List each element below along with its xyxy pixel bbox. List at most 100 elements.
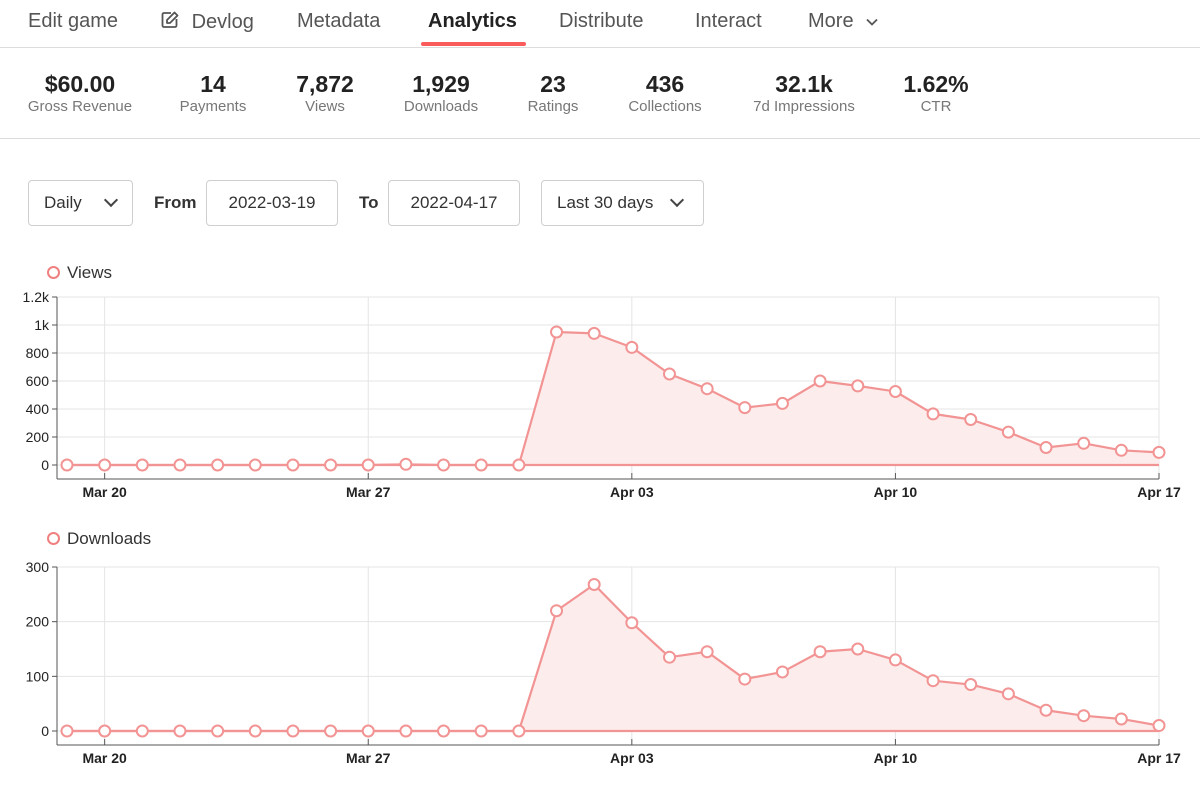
stat-label: Downloads <box>403 98 479 115</box>
stat-impressions[interactable]: 32.1k 7d Impressions <box>753 70 855 116</box>
from-label: From <box>154 193 197 212</box>
data-point <box>1001 425 1015 439</box>
legend-label: Views <box>67 263 113 282</box>
data-point <box>437 458 451 472</box>
tab-metadata[interactable]: Metadata <box>297 10 380 48</box>
series-area <box>67 584 1159 731</box>
stat-ratings[interactable]: 23 Ratings <box>528 70 579 116</box>
y-tick-label: 0 <box>41 723 49 739</box>
stat-value: 14 <box>200 71 226 97</box>
data-point <box>813 645 827 659</box>
views-chart: 0 200 400 600 800 1k 1.2k Mar 20 Mar 27 Apr 03 Apr… <box>23 289 1181 500</box>
tab-label: More <box>808 10 854 32</box>
to-date-input[interactable]: 2022-04-17 <box>388 180 520 226</box>
tab-label: Metadata <box>297 10 381 32</box>
data-point <box>1039 441 1053 454</box>
data-point <box>1152 445 1166 459</box>
data-point <box>550 604 564 618</box>
data-point <box>851 642 865 656</box>
stat-gross-revenue[interactable]: $60.00 Gross Revenue <box>28 70 132 116</box>
interval-value: Daily <box>44 193 82 212</box>
views-legend: Views <box>47 263 112 283</box>
tab-edit-game[interactable]: Edit game <box>28 10 118 48</box>
data-point <box>324 458 338 472</box>
data-point <box>926 674 940 688</box>
data-point <box>98 724 112 738</box>
stat-views[interactable]: 7,872 Views <box>296 70 354 116</box>
downloads-legend: Downloads <box>47 529 151 549</box>
data-point <box>135 724 149 738</box>
data-point <box>851 379 865 393</box>
y-tick-label: 0 <box>41 457 49 473</box>
tab-interact[interactable]: Interact <box>695 10 762 48</box>
to-date-value: 2022-04-17 <box>410 193 498 212</box>
tab-distribute[interactable]: Distribute <box>559 10 643 48</box>
stat-value: $60.00 <box>44 71 116 97</box>
y-tick-label: 1.2k <box>23 289 50 305</box>
from-date-input[interactable]: 2022-03-19 <box>206 180 338 226</box>
data-point <box>662 650 676 664</box>
chevron-down-icon <box>865 10 879 32</box>
y-tick-label: 1k <box>34 317 50 333</box>
data-point <box>587 577 601 591</box>
series-area <box>67 332 1159 465</box>
data-point <box>248 724 262 738</box>
stat-payments[interactable]: 14 Payments <box>180 70 247 116</box>
data-point <box>60 724 74 738</box>
data-point <box>361 724 375 738</box>
data-point <box>399 724 413 738</box>
data-point <box>474 458 488 472</box>
data-point <box>1114 443 1128 457</box>
data-point <box>662 367 676 381</box>
y-tick-label: 800 <box>26 345 50 361</box>
x-tick-label: Apr 03 <box>610 484 654 500</box>
interval-select[interactable]: Daily <box>28 180 133 226</box>
data-point <box>550 325 564 339</box>
tab-more[interactable]: More <box>808 10 879 48</box>
x-tick-label: Apr 17 <box>1137 484 1181 500</box>
to-label: To <box>359 193 379 212</box>
y-tick-label: 300 <box>26 559 50 575</box>
data-point <box>361 458 375 472</box>
data-point <box>248 458 262 472</box>
data-point <box>474 724 488 738</box>
stat-collections[interactable]: 436 Collections <box>628 70 701 116</box>
stat-label: Gross Revenue <box>27 98 133 115</box>
data-point <box>775 665 789 679</box>
stat-label: Ratings <box>527 98 579 115</box>
stat-label: Payments <box>179 98 247 115</box>
range-select[interactable]: Last 30 days <box>541 180 704 226</box>
active-tab-indicator <box>421 42 526 46</box>
data-point <box>888 385 902 398</box>
tab-devlog[interactable]: Devlog <box>160 10 254 48</box>
tab-analytics[interactable]: Analytics <box>428 10 517 48</box>
stat-ctr[interactable]: 1.62% CTR <box>903 70 968 116</box>
top-nav: Edit game Devlog Metadata Analytics Dist… <box>0 0 1200 48</box>
data-point <box>1001 687 1015 701</box>
data-point <box>738 672 752 686</box>
edit-icon <box>160 11 180 33</box>
tab-label: Interact <box>695 10 762 32</box>
tab-label: Analytics <box>428 10 517 32</box>
stat-downloads[interactable]: 1,929 Downloads <box>404 70 478 116</box>
data-point <box>700 382 714 396</box>
data-point <box>1114 712 1128 726</box>
stat-value: 32.1k <box>775 71 833 97</box>
data-point <box>324 724 338 738</box>
data-point <box>1039 703 1053 717</box>
data-point <box>1077 436 1091 450</box>
x-tick-label: Mar 20 <box>82 750 127 766</box>
x-tick-label: Mar 27 <box>346 484 391 500</box>
stat-value: 1.62% <box>903 71 969 97</box>
legend-marker-icon <box>47 532 60 545</box>
x-tick-label: Mar 20 <box>82 484 127 500</box>
data-point <box>1152 719 1166 733</box>
stats-bar: $60.00 Gross Revenue 14 Payments 7,872 View… <box>0 48 1200 139</box>
data-point <box>964 413 978 426</box>
data-point <box>1077 709 1091 723</box>
y-tick-label: 600 <box>26 373 50 389</box>
data-point <box>700 645 714 659</box>
x-tick-label: Apr 10 <box>874 484 918 500</box>
data-point <box>888 653 902 667</box>
x-tick-label: Apr 17 <box>1137 750 1181 766</box>
